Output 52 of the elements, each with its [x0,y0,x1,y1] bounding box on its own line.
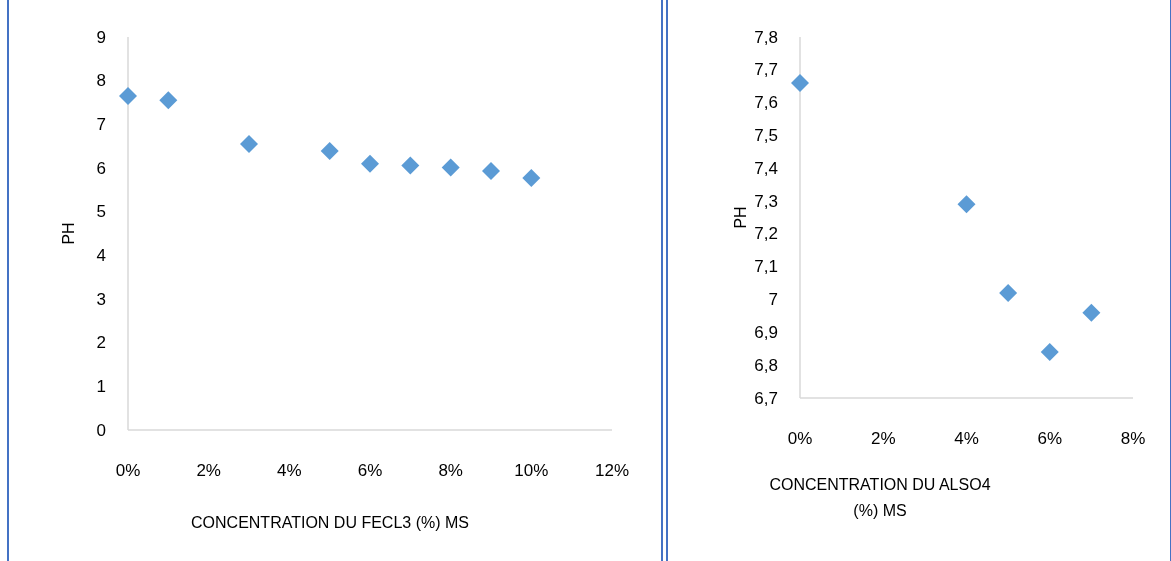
y-tick-label: 7 [768,290,778,310]
y-tick-label: 7,5 [754,125,778,145]
x-tick-label: 4% [277,460,302,480]
y-tick-label: 7,2 [754,224,778,244]
y-tick-label: 6,8 [754,355,778,375]
x-tick-label: 8% [438,460,463,480]
point [1040,343,1059,362]
x-tick-label: 8% [1120,428,1146,448]
point [791,73,809,92]
point [482,162,500,181]
y-tick-label: 9 [96,27,106,47]
point [320,141,339,160]
y-tick-label: 7,8 [754,27,778,47]
y-tick-label: 0 [96,420,106,440]
y-tick-label: 6 [96,158,106,178]
x-tick-label: 12% [594,460,630,480]
y-tick-label: 7,7 [754,60,778,80]
y-tick-label: 8 [96,71,106,91]
point [159,91,178,110]
point [999,283,1018,302]
point [1082,303,1101,322]
point [957,195,976,214]
point [240,134,258,153]
y-tick-label: 7 [96,114,106,134]
point [119,86,137,105]
x-tick-label: 4% [954,428,979,448]
x-axis-title: CONCENTRATION DU ALSO4 (%) MS [769,476,991,519]
y-axis-title: PH [731,206,749,229]
y-axis-title: PH [59,222,77,245]
point [361,154,379,173]
y-tick-label: 7,3 [754,191,778,211]
x-tick-label: 6% [1037,428,1063,448]
x-tick-label: 0% [787,428,813,448]
x-tick-label: 0% [115,460,141,480]
point [522,169,541,188]
y-tick-label: 5 [96,202,106,222]
x-tick-label: 6% [357,460,383,480]
x-axis-title: CONCENTRATION DU FECL3 (%) MS [191,514,469,531]
point [441,158,460,177]
y-tick-label: 7,6 [754,93,778,113]
x-tick-label: 10% [514,460,549,480]
x-tick-label: 2% [196,460,221,480]
y-tick-label: 6,9 [754,322,778,342]
y-tick-label: 7,4 [754,158,778,178]
y-tick-label: 1 [96,376,106,396]
x-tick-label: 2% [870,428,896,448]
point [401,156,420,175]
y-tick-label: 4 [96,245,106,265]
y-tick-label: 2 [96,333,106,353]
y-tick-label: 7,1 [754,257,778,277]
y-tick-label: 6,7 [754,388,778,408]
y-tick-label: 3 [96,289,106,309]
